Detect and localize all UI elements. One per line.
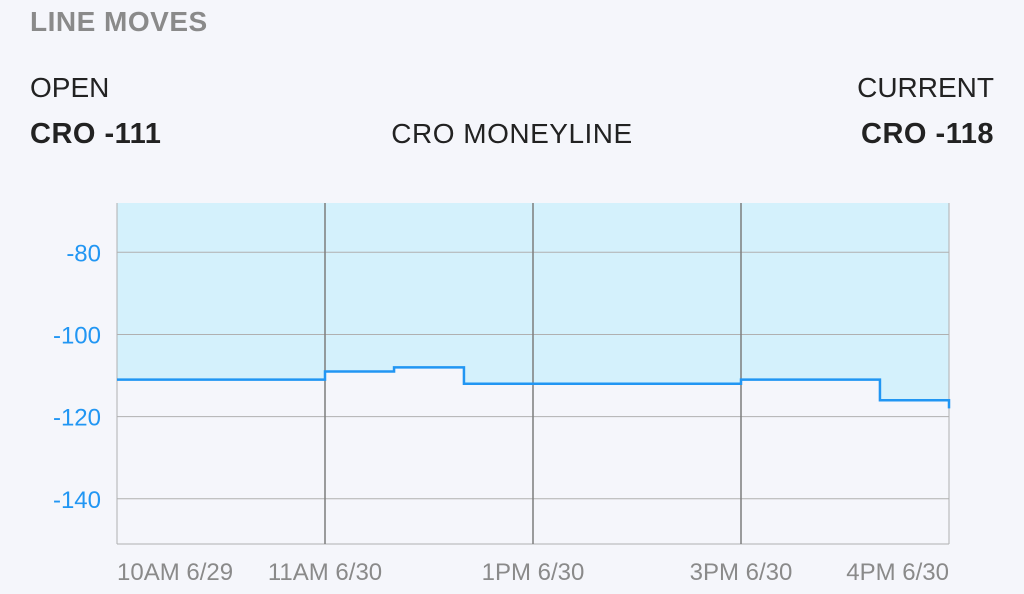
- current-label: CURRENT: [857, 72, 994, 103]
- y-tick-label: -120: [53, 405, 101, 432]
- y-tick-label: -140: [53, 487, 101, 514]
- open-value: CRO -111: [30, 118, 162, 150]
- current-value: CRO -118: [861, 118, 994, 150]
- x-tick-label: 11AM 6/30: [268, 559, 382, 586]
- section-title: LINE MOVES: [30, 6, 208, 37]
- x-tick-label: 1PM 6/30: [482, 559, 585, 586]
- open-label: OPEN: [30, 72, 110, 103]
- y-tick-label: -100: [53, 322, 101, 349]
- x-tick-label: 4PM 6/30: [846, 559, 949, 586]
- x-tick-label: 10AM 6/29: [117, 559, 233, 586]
- series-line: [117, 366, 951, 409]
- x-tick-label: 3PM 6/30: [690, 559, 793, 586]
- market-label: CRO MONEYLINE: [391, 118, 633, 149]
- y-tick-label: -80: [66, 240, 101, 267]
